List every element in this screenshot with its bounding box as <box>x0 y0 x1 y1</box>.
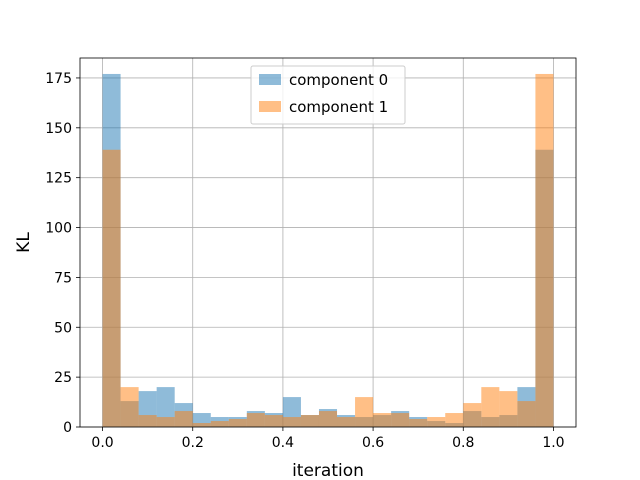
histogram-bar <box>337 417 356 427</box>
histogram-bar <box>300 415 319 427</box>
x-tick-label: 0.6 <box>362 435 384 451</box>
histogram-bar <box>246 413 265 427</box>
histogram-bar <box>264 415 283 427</box>
x-axis-title: iteration <box>292 461 364 480</box>
histogram-bar <box>282 417 301 427</box>
y-tick-label: 0 <box>63 420 72 436</box>
histogram-bar <box>192 423 211 427</box>
y-axis-title: KL <box>14 232 34 253</box>
x-tick-label: 0.2 <box>182 435 204 451</box>
y-tick-label: 75 <box>54 270 72 286</box>
histogram-bar <box>138 415 157 427</box>
histogram-bar <box>409 419 428 427</box>
histogram-bar <box>174 411 193 427</box>
y-tick-label: 150 <box>45 121 72 137</box>
series-0-bars <box>102 73 554 428</box>
x-tick-label: 0.0 <box>91 435 113 451</box>
histogram-bar <box>318 411 338 427</box>
x-tick-label: 1.0 <box>542 435 564 451</box>
bars <box>102 73 554 428</box>
x-tick-label: 0.8 <box>452 435 474 451</box>
histogram-bar <box>445 413 464 427</box>
histogram-bar <box>355 397 374 427</box>
legend-swatch-component-0 <box>259 74 281 85</box>
histogram-bar <box>120 387 139 427</box>
plot-frame <box>79 57 577 428</box>
x-tick-label: 0.4 <box>272 435 294 451</box>
histogram-bar <box>228 419 247 427</box>
legend-box <box>250 65 406 125</box>
y-tick-label: 100 <box>45 221 72 237</box>
y-tick-label: 125 <box>45 171 72 187</box>
legend-swatch-component-1 <box>259 101 281 112</box>
axis-ticks: 0.0 0.2 0.4 0.6 0.8 1.0 0 25 50 75 100 125 150 175 <box>45 71 564 451</box>
histogram-bar <box>210 421 229 427</box>
histogram-bar <box>102 149 121 428</box>
histogram-bar <box>427 417 446 427</box>
histogram-bar <box>499 391 518 427</box>
histogram-bar <box>156 417 175 427</box>
legend-label-component-0: component 0 <box>289 71 388 89</box>
histogram-bar <box>373 413 392 427</box>
histogram-bar <box>481 387 500 427</box>
histogram-bar <box>391 413 410 427</box>
y-tick-label: 50 <box>54 320 72 336</box>
legend-label-component-1: component 1 <box>289 98 388 116</box>
y-tick-label: 25 <box>54 370 72 386</box>
histogram-bar <box>463 403 482 427</box>
histogram-bar <box>517 401 536 427</box>
series-1-bars <box>102 73 554 428</box>
y-tick-label: 175 <box>45 71 72 87</box>
histogram-bar <box>535 73 554 427</box>
legend: component 0 component 1 <box>250 65 406 125</box>
